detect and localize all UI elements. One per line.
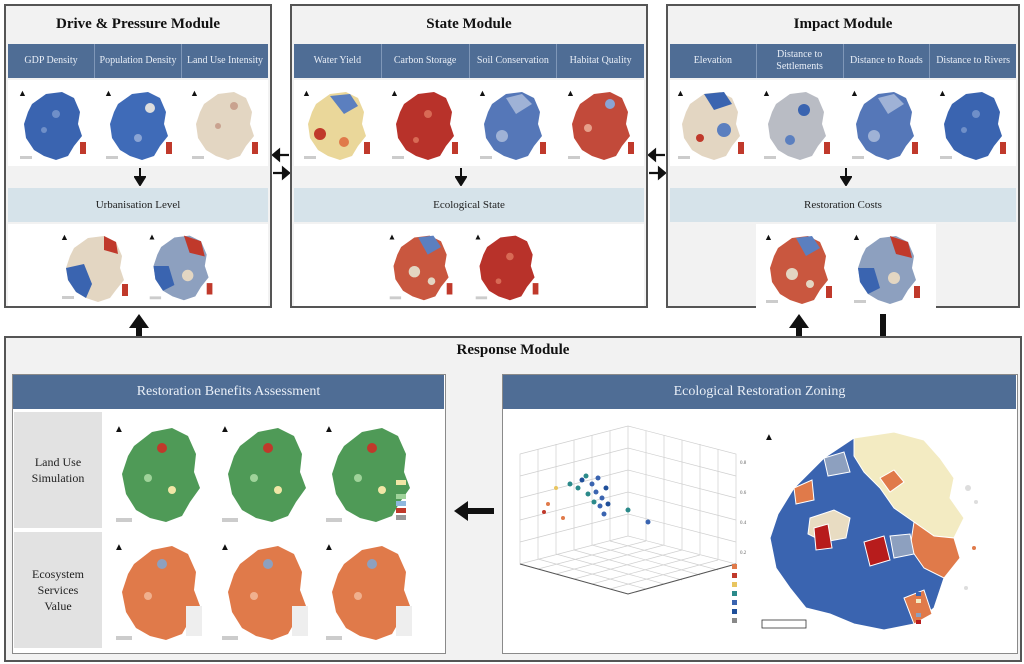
svg-text:▲: ▲ xyxy=(764,432,774,443)
urbanisation-map-1 xyxy=(58,228,134,304)
benefits-assessment-header: Restoration Benefits Assessment xyxy=(13,375,444,409)
restoration-costs-map-2 xyxy=(850,228,926,308)
population-density-map xyxy=(102,84,178,164)
elevation-map xyxy=(674,84,750,164)
svg-text:0.8: 0.8 xyxy=(740,461,747,466)
gdp-density-map xyxy=(16,84,92,164)
header-habitat-quality: Habitat Quality xyxy=(556,44,644,78)
restoration-costs-map-1 xyxy=(762,228,838,308)
response-title: Response Module xyxy=(456,342,570,358)
land-use-map-current xyxy=(112,418,208,528)
land-use-simulation-label: Land Use Simulation xyxy=(14,412,102,528)
drive-down-arrow xyxy=(134,168,146,186)
header-distance-to-rivers: Distance to Rivers xyxy=(929,44,1016,78)
impact-down-arrow xyxy=(840,168,852,186)
ecological-state-band: Ecological State xyxy=(294,188,644,222)
svg-text:0.2: 0.2 xyxy=(740,551,747,556)
esv-map-scenario-2 xyxy=(322,536,418,646)
distance-to-settlements-map xyxy=(760,84,836,164)
land-use-legend xyxy=(396,478,436,522)
header-land-use-intensity: Land Use Intensity xyxy=(181,44,268,78)
zoning-to-benefits-arrow xyxy=(454,501,494,521)
carbon-storage-map xyxy=(388,84,464,164)
header-distance-to-roads: Distance to Roads xyxy=(842,44,930,78)
svg-text:0.6: 0.6 xyxy=(740,491,747,496)
drive-pressure-title: Drive & Pressure Module xyxy=(6,6,270,42)
urbanisation-level-band: Urbanisation Level xyxy=(8,188,268,222)
distance-to-roads-map xyxy=(848,84,924,164)
ecosystem-services-value-label: Ecosystem Services Value xyxy=(14,532,102,648)
restoration-costs-band: Restoration Costs xyxy=(670,188,1016,222)
impact-panel: Impact Module Elevation Distance to Sett… xyxy=(666,4,1020,314)
restoration-zoning-map: ▲ xyxy=(761,431,978,631)
restoration-zoning-header: Ecological Restoration Zoning xyxy=(503,375,1016,409)
esv-map-current xyxy=(112,536,208,646)
urbanisation-maps-area xyxy=(8,224,268,306)
land-use-intensity-map xyxy=(188,84,264,164)
header-population-density: Population Density xyxy=(94,44,181,78)
soil-conservation-map xyxy=(476,84,552,164)
drive-pressure-panel: Drive & Pressure Module GDP Density Popu… xyxy=(4,4,272,308)
ecological-state-map-1 xyxy=(384,228,460,304)
impact-title: Impact Module xyxy=(668,6,1018,42)
header-elevation: Elevation xyxy=(693,55,733,66)
cluster-legend xyxy=(732,560,754,648)
esv-map-scenario-1 xyxy=(218,536,314,646)
distance-to-rivers-map xyxy=(936,84,1012,164)
state-indicator-header: Water Yield Carbon Storage Soil Conserva… xyxy=(294,44,644,78)
state-title: State Module xyxy=(292,6,646,42)
header-soil-conservation: Soil Conservation xyxy=(468,44,557,78)
state-panel: State Module Water Yield Carbon Storage … xyxy=(290,4,648,308)
state-impact-double-arrow xyxy=(648,147,666,181)
header-distance-to-settlements: Distance to Settlements xyxy=(755,44,843,78)
land-use-map-scenario-1 xyxy=(218,418,314,528)
header-water-yield: Water Yield xyxy=(313,55,362,66)
state-down-arrow xyxy=(455,168,467,186)
urbanisation-map-2 xyxy=(144,228,220,304)
drive-indicator-header: GDP Density Population Density Land Use … xyxy=(8,44,268,78)
water-yield-map xyxy=(300,84,376,164)
header-gdp-density: GDP Density xyxy=(24,55,78,66)
habitat-quality-map xyxy=(564,84,640,164)
svg-text:0.4: 0.4 xyxy=(740,521,747,526)
header-carbon-storage: Carbon Storage xyxy=(380,44,469,78)
cluster-3d-scatter: 0.8 0.6 0.4 0.2 xyxy=(519,425,747,595)
impact-indicator-header: Elevation Distance to Settlements Distan… xyxy=(670,44,1016,78)
ecological-state-maps-area xyxy=(294,224,644,306)
ecological-state-map-2 xyxy=(470,228,546,304)
drive-state-double-arrow xyxy=(272,147,290,181)
